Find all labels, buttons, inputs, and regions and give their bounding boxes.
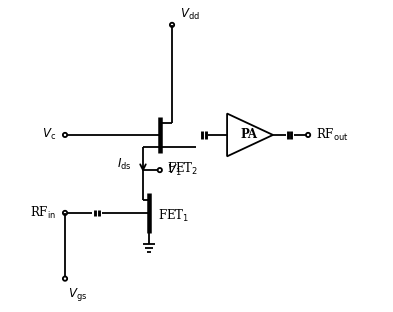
Text: FET$_1$: FET$_1$ bbox=[158, 208, 189, 224]
Text: FET$_2$: FET$_2$ bbox=[167, 161, 198, 177]
Text: $V_{\rm c}$: $V_{\rm c}$ bbox=[42, 127, 56, 143]
Text: $I_{\rm ds}$: $I_{\rm ds}$ bbox=[118, 156, 132, 172]
Text: RF$_{\rm in}$: RF$_{\rm in}$ bbox=[30, 205, 56, 221]
Text: $V_1$: $V_1$ bbox=[167, 163, 182, 178]
Text: PA: PA bbox=[240, 129, 257, 141]
Text: $V_{\rm dd}$: $V_{\rm dd}$ bbox=[180, 7, 200, 22]
Text: RF$_{\rm out}$: RF$_{\rm out}$ bbox=[316, 127, 348, 143]
Text: $V_{\rm gs}$: $V_{\rm gs}$ bbox=[68, 286, 87, 303]
